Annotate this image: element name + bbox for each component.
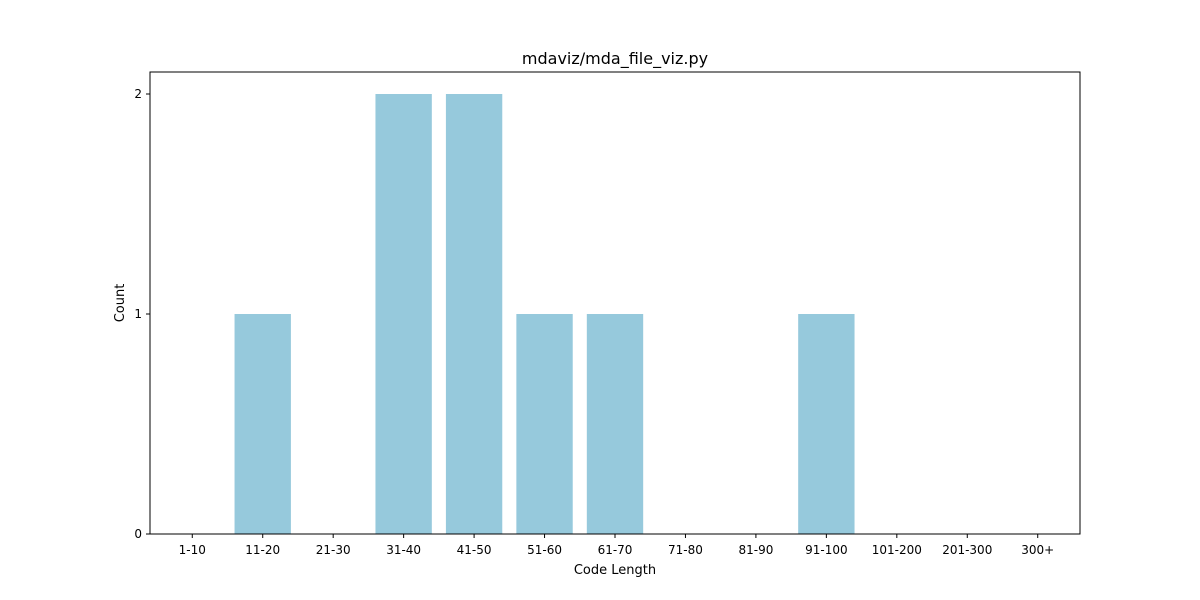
x-tick-label: 31-40 <box>386 543 421 557</box>
x-tick-label: 61-70 <box>598 543 633 557</box>
x-tick-label: 201-300 <box>942 543 992 557</box>
bar-31-40 <box>375 94 432 534</box>
y-tick-label: 2 <box>134 87 142 101</box>
y-tick-label: 0 <box>134 527 142 541</box>
x-axis: 1-10 11-20 21-30 31-40 41-50 51-60 61-70 71-80 8… <box>179 534 1054 557</box>
bar-11-20 <box>234 314 291 534</box>
x-tick-label: 41-50 <box>457 543 492 557</box>
x-tick-label: 101-200 <box>872 543 922 557</box>
chart-title: mdaviz/mda_file_viz.py <box>522 49 708 69</box>
x-tick-label: 11-20 <box>245 543 280 557</box>
bar-51-60 <box>516 314 573 534</box>
x-tick-label: 51-60 <box>527 543 562 557</box>
x-tick-label: 1-10 <box>179 543 206 557</box>
y-tick-label: 1 <box>134 307 142 321</box>
x-tick-label: 21-30 <box>316 543 351 557</box>
y-axis-label: Count <box>113 284 128 323</box>
bar-61-70 <box>586 314 644 534</box>
x-tick-label: 300+ <box>1021 543 1054 557</box>
bar-41-50 <box>445 94 503 534</box>
bars-group <box>234 94 855 534</box>
x-axis-label: Code Length <box>574 563 656 578</box>
bar-91-100 <box>798 314 855 534</box>
y-axis: 0 1 2 <box>134 87 150 541</box>
x-tick-label: 91-100 <box>805 543 848 557</box>
x-tick-label: 71-80 <box>668 543 703 557</box>
x-tick-label: 81-90 <box>738 543 773 557</box>
